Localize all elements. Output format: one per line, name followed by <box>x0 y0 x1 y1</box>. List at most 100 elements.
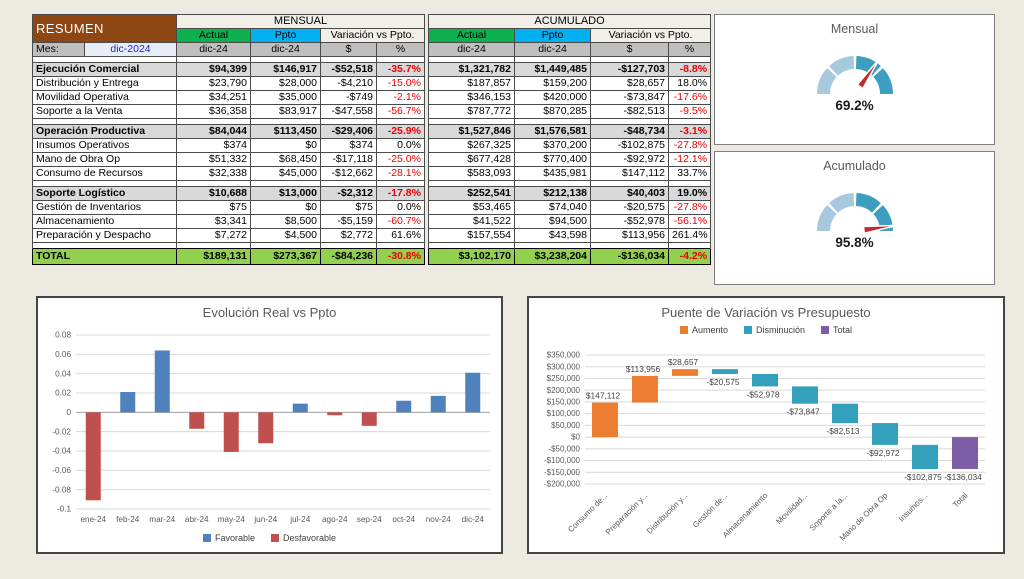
gauge-title: Mensual <box>830 22 879 36</box>
cell-label: Ejecución Comercial <box>32 62 177 77</box>
cell-value: $113,450 <box>250 124 321 139</box>
legend-label: Disminución <box>755 325 806 335</box>
legend-item: Aumento <box>679 325 728 335</box>
y-tick-label: 0.04 <box>55 369 71 378</box>
cell-value: $7,272 <box>176 228 251 243</box>
cell-value: $53,465 <box>428 200 515 215</box>
cell-value: $51,332 <box>176 152 251 167</box>
evolution-chart-panel: Evolución Real vs Ppto 0.08 0.06 0.04 0.02 0… <box>36 296 503 554</box>
cell-value: $3,238,204 <box>514 248 591 265</box>
y-tick-label: $250,000 <box>547 374 581 383</box>
bar <box>327 412 343 416</box>
x-tick-label: may-24 <box>218 515 246 524</box>
cell-value: -$29,406 <box>320 124 377 139</box>
cell-value: $420,000 <box>514 90 591 105</box>
cell-value: $36,358 <box>176 104 251 119</box>
separator-cell <box>667 242 712 249</box>
group-header-acumulado: ACUMULADO <box>427 14 712 29</box>
cell-value: $75 <box>320 200 377 215</box>
cell-value: $32,338 <box>176 166 251 181</box>
cell-value: $267,325 <box>428 138 515 153</box>
cell-percent: 18.0% <box>667 76 712 91</box>
table-data-row: Distribución y Entrega $23,790 $28,000 -$4,… <box>32 76 712 91</box>
bar <box>396 400 412 413</box>
cell-percent: -56.7% <box>376 104 425 119</box>
dollar-header: $ <box>590 42 669 57</box>
cell-percent: -25.0% <box>376 152 425 167</box>
bar <box>154 350 170 413</box>
gauge-segment <box>872 205 893 231</box>
cell-label: Distribución y Entrega <box>32 76 177 91</box>
bar-value-label: -$102,875 <box>904 472 942 482</box>
gauge-segment <box>828 193 854 213</box>
y-tick-label: -0.06 <box>52 466 71 475</box>
cell-value: $374 <box>176 138 251 153</box>
gauge-dial <box>816 56 893 94</box>
cell-label: Movilidad Operativa <box>32 90 177 105</box>
bar-value-label: -$92,972 <box>866 448 899 458</box>
x-tick-label: dic-24 <box>462 515 485 524</box>
table-data-row: Mano de Obra Op $51,332 $68,450 -$17,118 -25… <box>32 152 712 167</box>
col-header-variacion: Variación vs Ppto. <box>320 28 425 43</box>
cell-value: $23,790 <box>176 76 251 91</box>
separator-row <box>32 56 712 63</box>
cell-percent: -4.2% <box>667 248 712 265</box>
date-cell: dic-24 <box>176 42 251 57</box>
y-tick-label: $50,000 <box>551 421 580 430</box>
gauge-segment <box>872 68 893 94</box>
cell-value: $374 <box>320 138 377 153</box>
x-tick-label: ago-24 <box>322 515 348 524</box>
x-tick-label: Consumo de... <box>566 491 609 534</box>
x-tick-label: jun-24 <box>253 515 277 524</box>
col-header-variacion: Variación vs Ppto. <box>589 28 712 43</box>
cell-value: $787,772 <box>428 104 515 119</box>
y-tick-label: -$150,000 <box>544 468 581 477</box>
cell-label: TOTAL <box>32 248 177 265</box>
gauge-value: 95.8% <box>835 235 874 250</box>
cell-value: $583,093 <box>428 166 515 181</box>
chart-title: Evolución Real vs Ppto <box>202 305 337 320</box>
table-data-row: Soporte a la Venta $36,358 $83,917 -$47,558… <box>32 104 712 119</box>
y-tick-label: $150,000 <box>547 398 581 407</box>
waterfall-bar <box>712 369 738 374</box>
cell-value: $40,403 <box>590 186 669 201</box>
bar-value-label: $147,112 <box>586 391 621 401</box>
x-tick-label: oct-24 <box>392 515 415 524</box>
y-tick-label: $300,000 <box>547 362 581 371</box>
bar <box>258 412 274 444</box>
cell-value: $1,576,581 <box>514 124 591 139</box>
cell-value: $4,500 <box>250 228 321 243</box>
cell-label: Preparación y Despacho <box>32 228 177 243</box>
cell-value: $157,554 <box>428 228 515 243</box>
cell-percent: -3.1% <box>667 124 712 139</box>
x-tick-label: Gestión de... <box>691 491 729 529</box>
cell-percent: -8.8% <box>667 62 712 77</box>
legend-swatch <box>743 326 752 334</box>
cell-value: $159,200 <box>514 76 591 91</box>
legend-item: Disminución <box>743 325 806 335</box>
cell-value: $28,657 <box>590 76 669 91</box>
cell-percent: -17.8% <box>376 186 425 201</box>
gauge-mensual-panel: Mensual 69.2% <box>714 14 995 145</box>
cell-percent: -27.8% <box>667 200 712 215</box>
cell-percent: 0.0% <box>376 200 425 215</box>
mes-value-cell[interactable]: dic-2024 <box>84 42 177 57</box>
waterfall-bar <box>872 423 898 445</box>
x-tick-label: nov-24 <box>426 515 451 524</box>
legend-swatch <box>271 534 279 542</box>
cell-percent: 19.0% <box>667 186 712 201</box>
cell-label: Operación Productiva <box>32 124 177 139</box>
cell-percent: -35.7% <box>376 62 425 77</box>
cell-value: -$73,847 <box>590 90 669 105</box>
cell-value: $43,598 <box>514 228 591 243</box>
legend-item: Total <box>821 325 852 335</box>
waterfall-bar <box>752 373 778 387</box>
cell-value: -$5,159 <box>320 214 377 229</box>
date-cell: dic-24 <box>250 42 321 57</box>
summary-table: RESUMEN MENSUAL ACUMULADO Actual Ppto Va… <box>32 14 712 265</box>
waterfall-chart: $350,000 $300,000 $250,000 $200,000 $150,000… <box>544 351 985 543</box>
cell-value: $3,102,170 <box>428 248 515 265</box>
y-tick-label: -0.04 <box>52 447 71 456</box>
table-section-header-row: Ejecución Comercial $94,399 $146,917 -$52,5… <box>32 62 712 77</box>
